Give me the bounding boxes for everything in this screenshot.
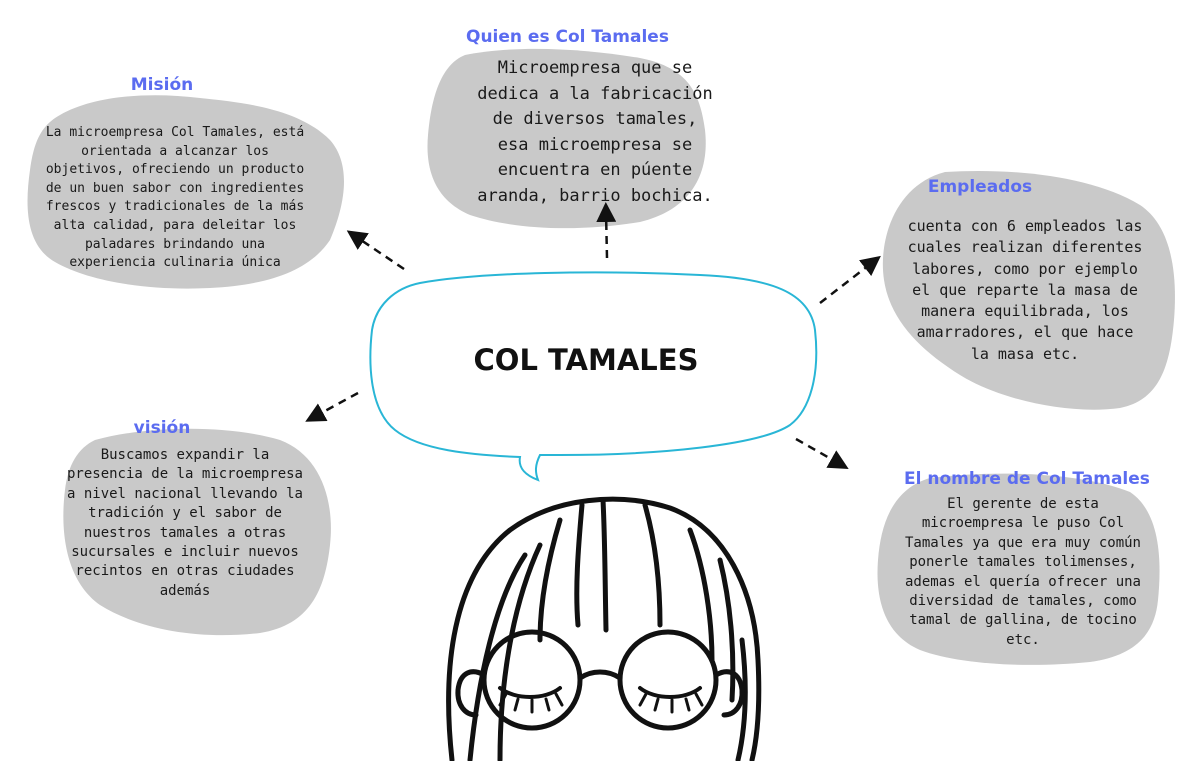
arrow-to-quien-es [596,202,617,259]
vision-heading: visión [133,418,191,438]
vision-body: Buscamos expandir la presencia de la mic… [66,447,303,599]
quien-es-heading: Quien es Col Tamales [466,27,669,47]
mision-heading: Misión [130,75,194,95]
mision-body: La microempresa Col Tamales, está orient… [45,125,305,271]
nombre-body: El gerente de esta microempresa le puso … [904,496,1141,648]
blob-vision [63,428,331,636]
arrow-to-empleados [819,255,881,304]
quien-es-body: Microempresa que se dedica a la fabricac… [477,58,713,206]
girl-illustration [446,496,762,761]
blob-nombre [877,473,1160,665]
arrow-to-vision [305,391,359,422]
blob-quien-es [427,48,706,229]
empleados-heading: Empleados [927,177,1033,197]
center-title: COL TAMALES [473,343,699,377]
blob-empleados [882,170,1175,410]
blob-mision [27,95,344,289]
arrow-to-nombre [795,437,849,469]
arrow-to-mision [346,230,405,271]
center-speech-bubble [369,271,818,482]
nombre-heading: El nombre de Col Tamales [904,469,1150,489]
empleados-body: cuenta con 6 empleados las cuales realiz… [907,217,1143,363]
